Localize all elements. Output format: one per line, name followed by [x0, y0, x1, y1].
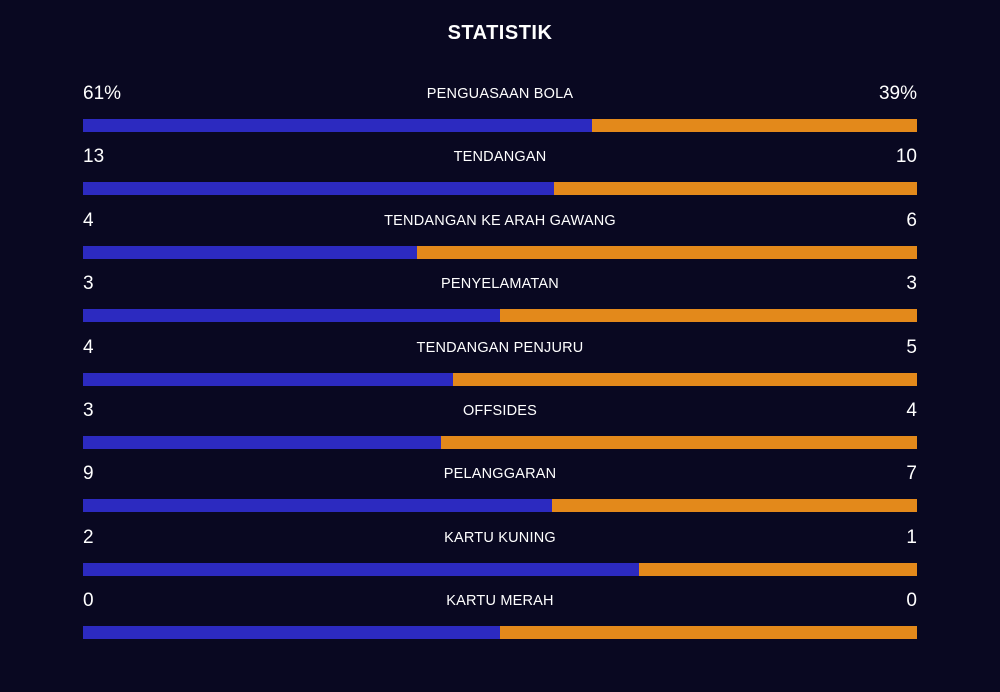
away-value: 1 [906, 526, 917, 548]
away-value: 4 [906, 399, 917, 421]
comparison-bar [83, 119, 917, 132]
home-value: 2 [83, 526, 94, 548]
home-bar-fill [83, 245, 417, 259]
page-title: STATISTIK [447, 22, 553, 44]
comparison-bar [83, 435, 917, 449]
away-bar-fill [440, 435, 917, 449]
away-value: 6 [906, 209, 917, 231]
away-value: 3 [906, 273, 917, 295]
away-value: 5 [906, 336, 917, 358]
stat-label: PELANGGARAN [443, 466, 557, 483]
home-bar-fill [83, 182, 555, 196]
home-value: 61% [83, 83, 122, 104]
home-bar-fill [83, 562, 640, 576]
stat-row: 4 TENDANGAN KE ARAH GAWANG 6 [83, 207, 917, 270]
home-bar-fill [83, 435, 441, 449]
stat-row: 9 PELANGGARAN 7 [83, 460, 917, 523]
stat-label: OFFSIDES [462, 402, 538, 419]
comparison-bar [83, 309, 917, 323]
away-bar-fill [416, 245, 917, 259]
home-value: 9 [83, 463, 94, 485]
away-value: 39% [878, 83, 917, 104]
away-value: 7 [906, 463, 917, 485]
home-bar-fill [83, 626, 500, 640]
stat-label: PENGUASAAN BOLA [426, 86, 574, 102]
comparison-bar [83, 499, 917, 513]
away-bar-fill [500, 309, 917, 323]
stat-row: 4 TENDANGAN PENJURU 5 [83, 334, 917, 397]
comparison-bar [83, 626, 917, 640]
home-bar-fill [83, 499, 553, 513]
comparison-bar [83, 182, 917, 196]
home-value: 4 [83, 336, 94, 358]
stat-label: TENDANGAN PENJURU [416, 339, 584, 356]
stat-row: 3 OFFSIDES 4 [83, 397, 917, 460]
home-value: 3 [83, 273, 94, 295]
home-value: 4 [83, 209, 94, 231]
away-bar-fill [591, 119, 917, 132]
stat-label: TENDANGAN [453, 149, 547, 166]
stat-row: 13 TENDANGAN 10 [83, 143, 917, 206]
stats-list: 61% PENGUASAAN BOLA 39% 13 TENDANGAN 1 0 … [83, 80, 917, 651]
away-bar-fill [552, 499, 917, 513]
stat-label: KARTU KUNING [444, 529, 556, 546]
stat-label: TENDANGAN KE ARAH GAWANG [384, 212, 616, 229]
stat-label: PENYELAMATAN [441, 276, 559, 293]
home-value: 0 [83, 590, 94, 612]
away-bar-fill [500, 626, 917, 640]
comparison-bar [83, 562, 917, 576]
away-value: 10 [895, 146, 917, 168]
home-bar-fill [83, 309, 500, 323]
away-bar-fill [453, 372, 917, 386]
comparison-bar [83, 372, 917, 386]
away-bar-fill [639, 562, 917, 576]
home-bar-fill [83, 372, 454, 386]
home-value: 13 [83, 146, 105, 168]
away-bar-fill [554, 182, 917, 196]
home-bar-fill [83, 119, 592, 132]
stat-row: 3 PENYELAMATAN 3 [83, 270, 917, 333]
stat-row: 2 KARTU KUNING 1 [83, 524, 917, 587]
home-value: 3 [83, 399, 94, 421]
stat-label: KARTU MERAH [446, 593, 554, 610]
stat-row: 61% PENGUASAAN BOLA 39% [83, 80, 917, 143]
comparison-bar [83, 245, 917, 259]
away-value: 0 [906, 590, 917, 612]
stat-row: 0 KARTU MERAH 0 [83, 587, 917, 650]
